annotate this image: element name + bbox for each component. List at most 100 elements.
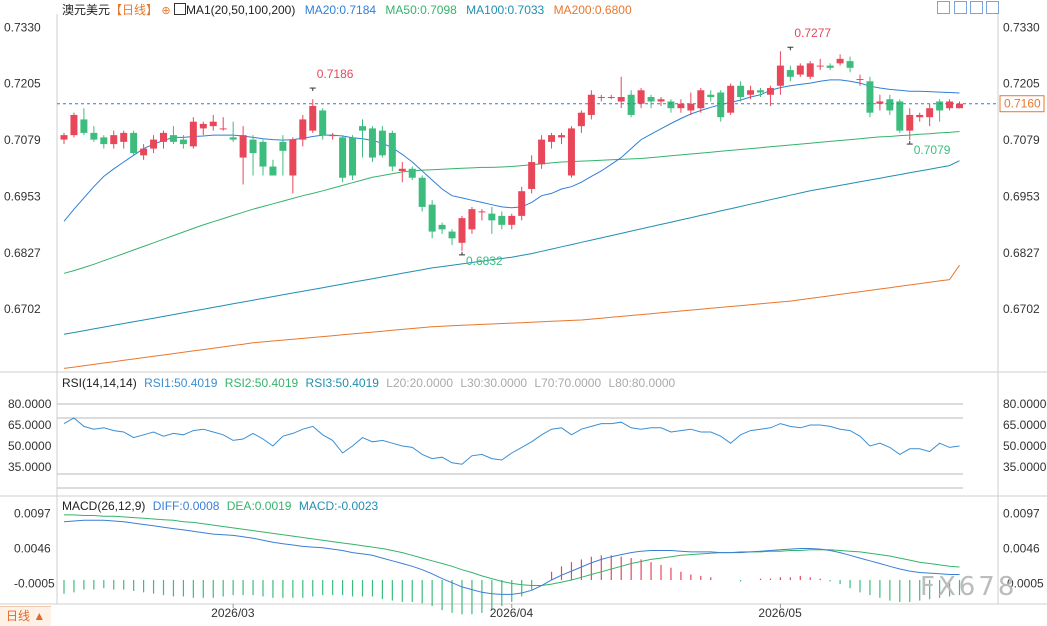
circle-arrows-icon[interactable]: ⊕ [161, 5, 171, 17]
candle-body [249, 139, 257, 154]
candle-body [488, 213, 496, 221]
candle-body [319, 110, 327, 136]
candle-body [926, 108, 934, 118]
candle-body [209, 121, 217, 127]
candle-body [856, 79, 864, 81]
candle-body [130, 132, 138, 154]
rsi-tick-label-left: 35.0000 [8, 460, 52, 474]
price-tick-label-right: 0.6953 [1003, 190, 1040, 204]
rsi-panel [57, 403, 963, 489]
zoom-in-icon[interactable] [954, 1, 967, 14]
candle-body [90, 132, 98, 140]
ma50-value: MA50:0.7098 [385, 3, 457, 17]
candle-body [587, 94, 595, 115]
rsi-tick-label-right: 35.0000 [1003, 460, 1047, 474]
macd-tick-label-right: 0.0046 [1003, 541, 1040, 555]
price-panel: 0.7186 0.6832 0.7277 0.7079 [57, 26, 998, 369]
ma-label: MA1(20,50,100,200) [185, 3, 296, 17]
candle-body [677, 103, 685, 109]
ma20-line [63, 79, 960, 222]
candle-body [478, 211, 486, 213]
macd-dea-value: DEA:0.0019 [226, 499, 292, 513]
candle-body [120, 132, 128, 142]
period-label[interactable]: 【日线】 [110, 3, 159, 17]
candle-body [766, 88, 774, 95]
macd-tick-label-right: -0.0005 [1003, 576, 1044, 590]
candle-body [150, 139, 158, 149]
rsi-tick-label-left: 50.0000 [8, 439, 52, 453]
macd-label: MACD(26,12,9) [62, 499, 146, 513]
candle-body [259, 141, 267, 167]
candle-body [70, 114, 78, 136]
rsi-tick-label-right: 50.0000 [1003, 439, 1047, 453]
zoom-out-icon[interactable] [970, 1, 983, 14]
candle-body [418, 177, 426, 207]
candle-body [687, 103, 695, 111]
candle-body [916, 114, 924, 118]
candle-body [359, 126, 366, 131]
axes: 0.7330 0.7330 0.7205 0.7205 0.7079 0.7079 0.69… [4, 20, 1047, 620]
price-tick-label-right: 0.7205 [1003, 77, 1040, 91]
macd-hist-value: MACD:-0.0023 [298, 499, 379, 513]
candle-body [309, 105, 317, 131]
candle-body [239, 135, 247, 158]
period-tab[interactable]: 日线 ▲ [0, 606, 52, 626]
price-tick-label-right: 0.7330 [1003, 20, 1040, 34]
candle-body [776, 65, 784, 86]
candle-body [717, 92, 725, 118]
candle-body [289, 139, 297, 176]
candle-body [946, 101, 954, 109]
candle-body [140, 148, 148, 156]
candle-body [538, 139, 546, 165]
rsi2-value: RSI2:50.4019 [224, 376, 299, 390]
candle-body [189, 121, 197, 147]
candle-body [179, 139, 187, 145]
candle-body [796, 65, 804, 75]
crosshair-icon[interactable] [937, 1, 950, 14]
candle-body [229, 137, 237, 140]
macd-diff-value: DIFF:0.0008 [152, 499, 220, 513]
candle-body [657, 99, 665, 102]
candle-body [627, 94, 635, 115]
candle-body [607, 96, 615, 98]
price-tick-label-left: 0.7079 [4, 133, 41, 147]
date-label: 2026/03 [211, 606, 255, 620]
candle-body [577, 112, 585, 127]
candle-body [727, 85, 735, 113]
candle-body [548, 135, 556, 142]
settings-icon[interactable] [986, 1, 999, 14]
candle-body [438, 224, 446, 230]
candle-body [757, 90, 764, 93]
candle-body [896, 101, 904, 131]
candle-body [936, 101, 944, 111]
candle-body [468, 209, 476, 230]
candle-body [169, 135, 177, 142]
candle-body [458, 218, 466, 243]
current-price-box [999, 95, 1045, 113]
candle-body [956, 103, 963, 109]
candle-body [647, 96, 655, 102]
candle-body [786, 70, 794, 77]
candle-body [160, 132, 167, 142]
rsi1-value: RSI1:50.4019 [144, 376, 218, 390]
candle-body [219, 128, 227, 130]
candle-body [329, 135, 337, 137]
candle-body [816, 65, 824, 67]
rsi3-value: RSI3:50.4019 [305, 376, 379, 390]
candle-body [299, 119, 307, 140]
candle-body [567, 128, 575, 176]
rsi-tick-label-left: 80.0000 [8, 397, 52, 411]
candle-body [906, 114, 914, 131]
candle-body [448, 231, 456, 239]
candle-body [388, 132, 396, 167]
ma-indicator-icon[interactable] [173, 3, 186, 15]
rsi-label: RSI(14,14,14) [62, 376, 137, 390]
candle-body [866, 81, 874, 113]
price-tick-label-right: 0.6702 [1003, 302, 1040, 316]
candle-body [617, 96, 625, 102]
price-tick-label-right: 0.6827 [1003, 246, 1040, 260]
candle-body [558, 135, 565, 138]
price-tick-label-left: 0.7330 [4, 20, 41, 34]
rsi-tick-label-right: 80.0000 [1003, 397, 1047, 411]
